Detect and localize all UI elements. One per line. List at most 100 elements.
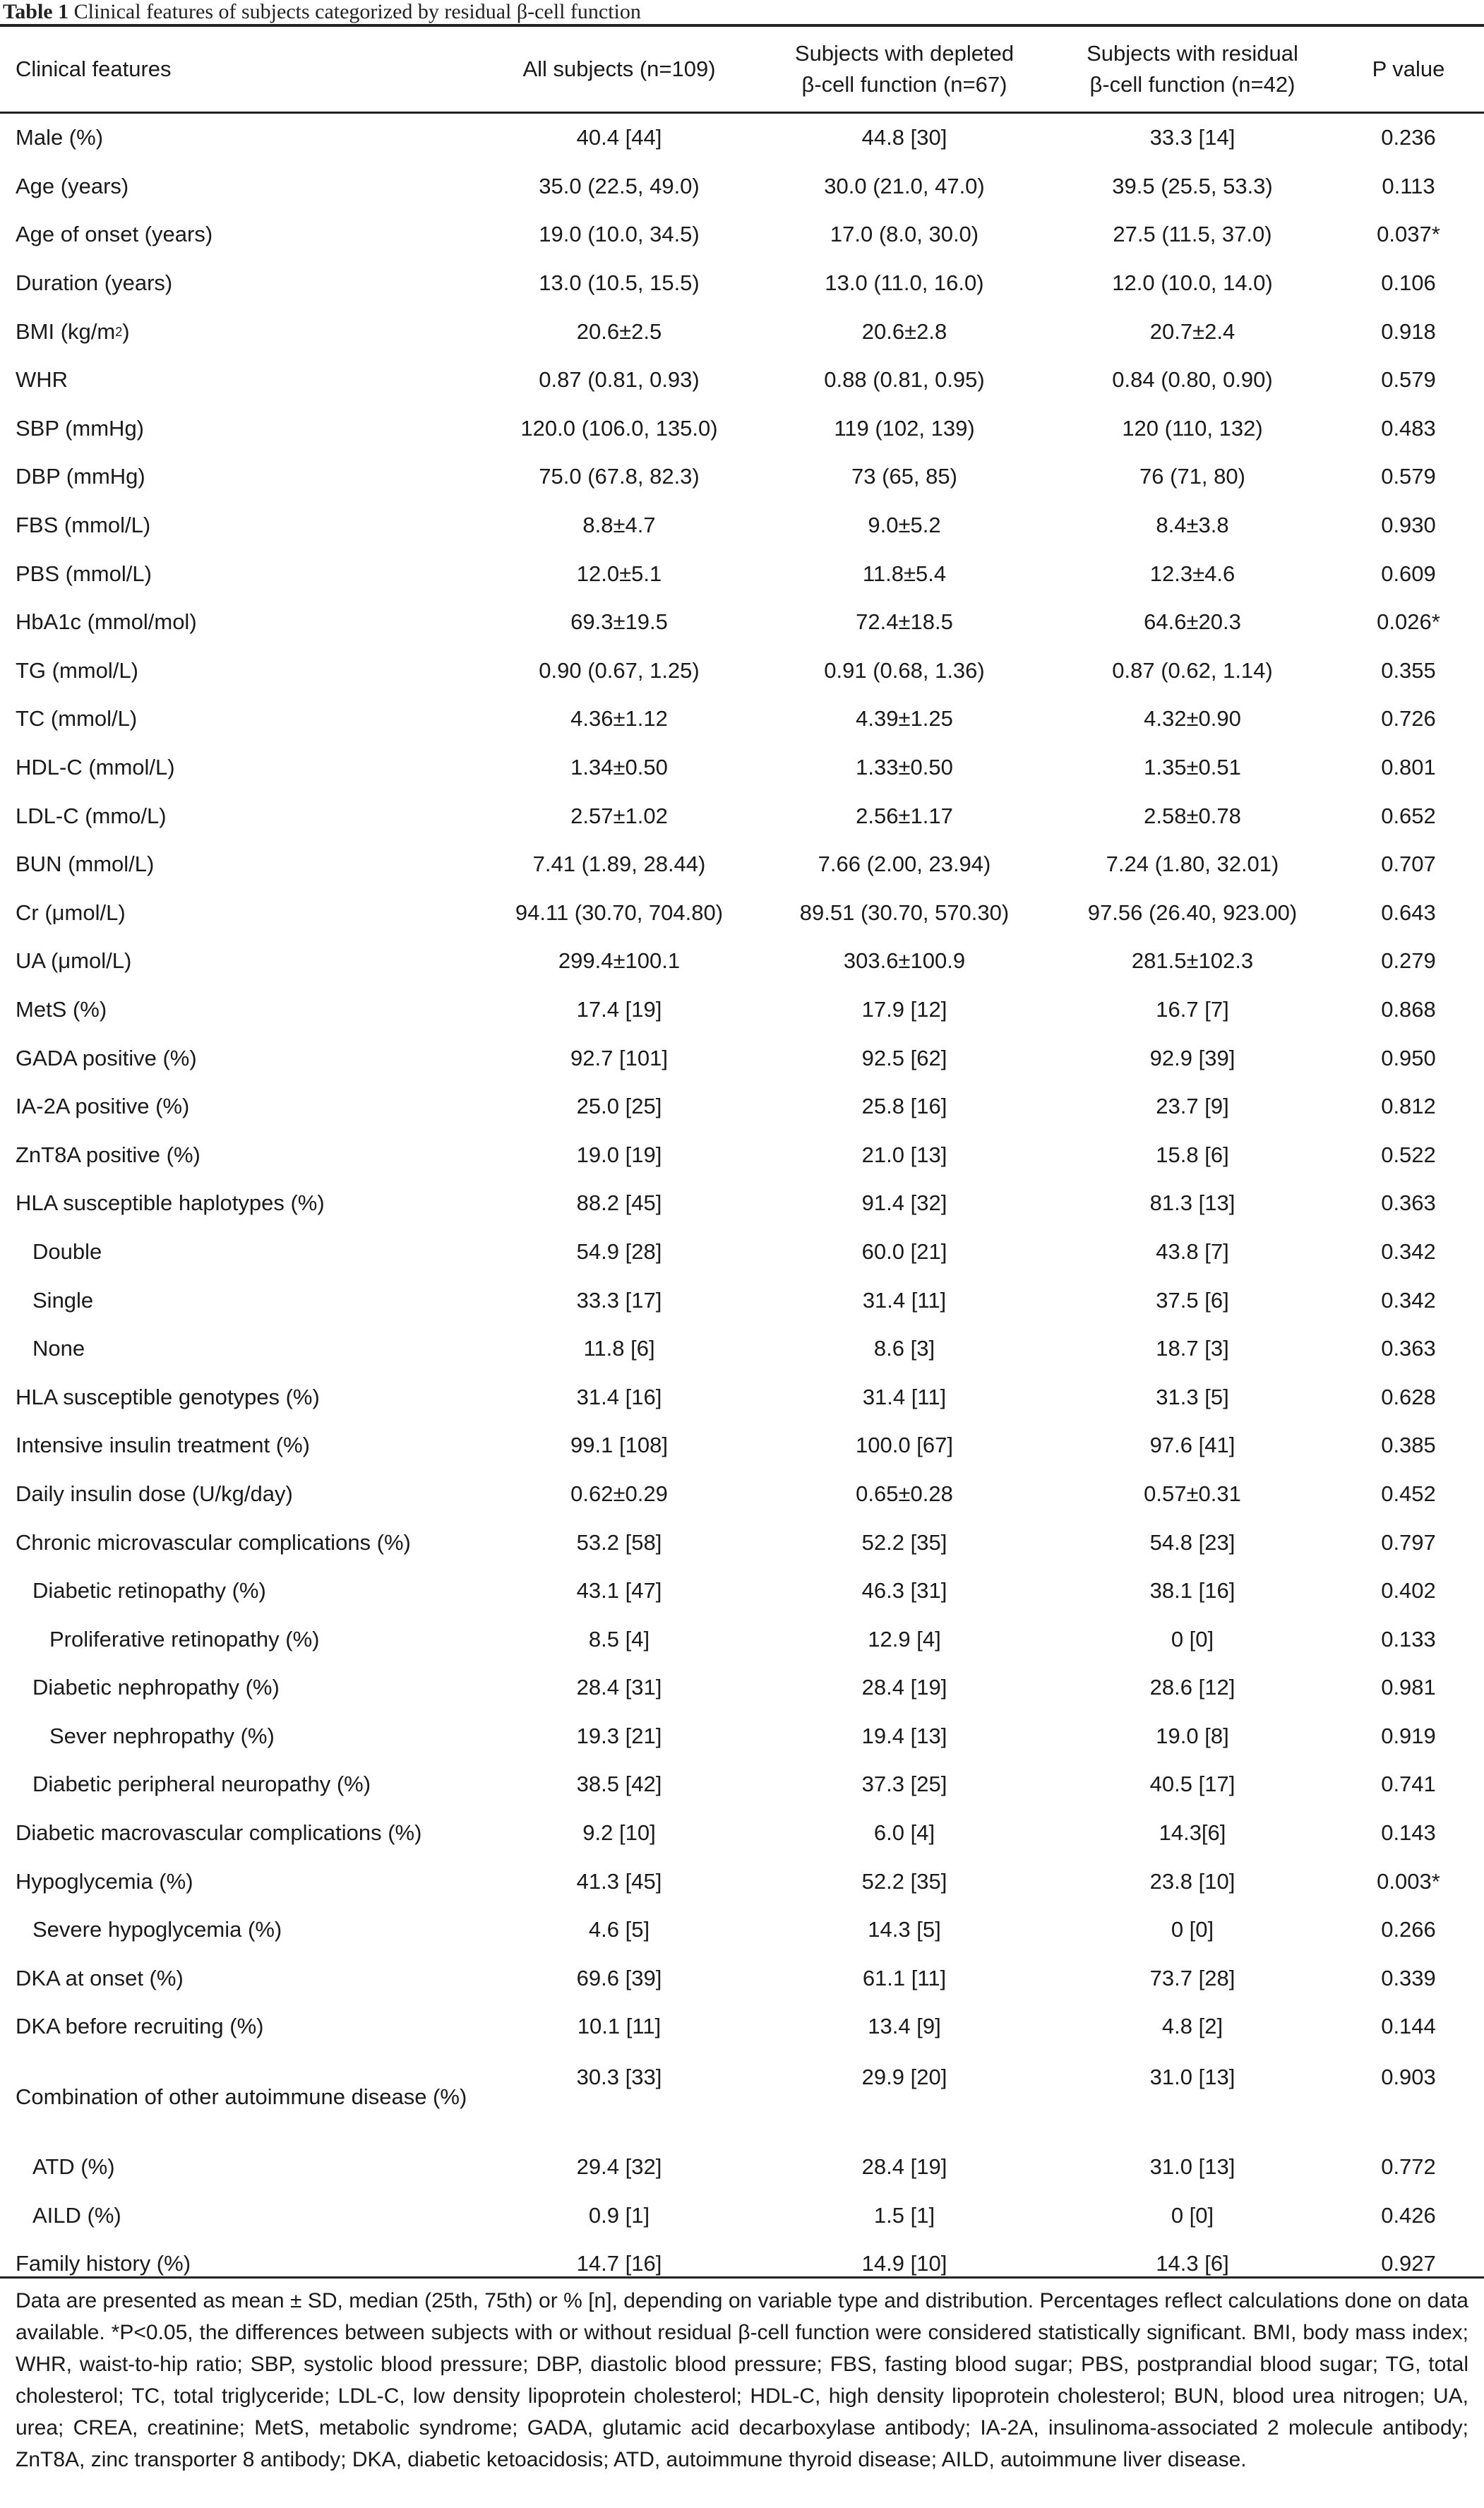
header-depleted-line1: Subjects with depleted bbox=[794, 41, 1015, 66]
row-label-text: HDL-C (mmol/L) bbox=[16, 755, 175, 780]
cell-depleted: 2.56±1.17 bbox=[856, 803, 953, 828]
table-row: DKA before recruiting (%) 10.1 [11] 13.4 [… bbox=[0, 2002, 1484, 2051]
cell-depleted: 17.9 [12] bbox=[861, 996, 947, 1022]
row-label: Duration (years) bbox=[16, 259, 467, 308]
cell-residual: 0.84 (0.80, 0.90) bbox=[1112, 367, 1273, 393]
cell-p-value: 0.643 bbox=[1381, 900, 1436, 925]
cell-residual: 43.8 [7] bbox=[1156, 1238, 1229, 1264]
cell-p-value: 0.579 bbox=[1381, 367, 1436, 393]
table-row: DBP (mmHg) 75.0 (67.8, 82.3) 73 (65, 85) 76… bbox=[0, 453, 1484, 501]
cell-p-value: 0.106 bbox=[1381, 270, 1436, 296]
row-label-text: UA (μmol/L) bbox=[16, 948, 132, 974]
row-label-text: LDL-C (mmo/L) bbox=[16, 803, 167, 828]
cell-depleted: 14.3 [5] bbox=[868, 1917, 941, 1942]
row-label: Hypoglycemia (%) bbox=[16, 1857, 467, 1906]
cell-all-subjects: 8.5 [4] bbox=[588, 1626, 650, 1652]
row-label: Proliferative retinopathy (%) bbox=[49, 1615, 501, 1664]
cell-p-value: 0.919 bbox=[1381, 1723, 1436, 1748]
cell-residual: 0 [0] bbox=[1171, 1917, 1214, 1942]
cell-p-value: 0.342 bbox=[1381, 1287, 1436, 1313]
row-label-text: MetS (%) bbox=[16, 996, 107, 1022]
row-label: Diabetic nephropathy (%) bbox=[32, 1664, 484, 1712]
header-depleted-line2: β-cell function (n=67) bbox=[801, 72, 1007, 97]
cell-p-value: 0.355 bbox=[1381, 657, 1436, 683]
cell-residual: 73.7 [28] bbox=[1149, 1965, 1235, 1990]
cell-p-value: 0.801 bbox=[1381, 755, 1436, 780]
table-row: Hypoglycemia (%) 41.3 [45] 52.2 [35] 23.8 [… bbox=[0, 1857, 1484, 1906]
cell-p-value: 0.981 bbox=[1381, 1675, 1436, 1700]
row-label: BMI (kg/m 2) bbox=[16, 318, 130, 344]
table-row: Severe hypoglycemia (%) 4.6 [5] 14.3 [5] 0 … bbox=[0, 1906, 1484, 1954]
table-bottom-rule bbox=[0, 2276, 1484, 2279]
table-row: Proliferative retinopathy (%) 8.5 [4] 12.9… bbox=[0, 1615, 1484, 1664]
cell-residual: 1.35±0.51 bbox=[1144, 755, 1241, 780]
cell-all-subjects: 94.11 (30.70, 704.80) bbox=[515, 900, 724, 925]
table-row: HLA susceptible genotypes (%) 31.4 [16] 31… bbox=[0, 1373, 1484, 1421]
cell-residual: 14.3[6] bbox=[1159, 1820, 1226, 1846]
cell-residual: 23.7 [9] bbox=[1156, 1094, 1229, 1119]
cell-residual: 8.4±3.8 bbox=[1156, 513, 1229, 538]
cell-p-value: 0.812 bbox=[1381, 1094, 1436, 1119]
cell-all-subjects: 0.87 (0.81, 0.93) bbox=[539, 367, 700, 393]
cell-p-value: 0.133 bbox=[1381, 1626, 1436, 1652]
cell-depleted: 46.3 [31] bbox=[861, 1578, 947, 1604]
cell-depleted: 31.4 [11] bbox=[862, 1287, 947, 1313]
row-label: TG (mmol/L) bbox=[16, 647, 467, 695]
cell-all-subjects: 12.0±5.1 bbox=[576, 561, 662, 586]
row-label: None bbox=[32, 1325, 484, 1373]
cell-residual: 16.7 [7] bbox=[1156, 996, 1229, 1022]
cell-depleted: 100.0 [67] bbox=[856, 1433, 953, 1458]
row-label-text: Severe hypoglycemia (%) bbox=[32, 1917, 282, 1942]
cell-depleted: 25.8 [16] bbox=[861, 1094, 947, 1119]
table-row: Diabetic macrovascular complications (%)… bbox=[0, 1809, 1484, 1858]
table-row: MetS (%) 17.4 [19] 17.9 [12] 16.7 [7] 0.868 bbox=[0, 986, 1484, 1034]
row-label: Diabetic retinopathy (%) bbox=[32, 1567, 484, 1616]
row-label-text: FBS (mmol/L) bbox=[16, 513, 151, 538]
cell-p-value: 0.483 bbox=[1381, 415, 1436, 441]
table-row: FBS (mmol/L) 8.8±4.7 9.0±5.2 8.4±3.8 0.930 bbox=[0, 501, 1484, 550]
table-caption: Table 1 Clinical features of subjects ca… bbox=[3, 1, 641, 23]
cell-depleted: 14.9 [10] bbox=[861, 2251, 947, 2276]
cell-depleted: 11.8±5.4 bbox=[862, 561, 947, 586]
table-row: Single 33.3 [17] 31.4 [11] 37.5 [6] 0.342 bbox=[0, 1276, 1484, 1325]
cell-residual: 14.3 [6] bbox=[1156, 2251, 1229, 2276]
cell-all-subjects: 14.7 [16] bbox=[576, 2251, 662, 2276]
cell-depleted: 19.4 [13] bbox=[861, 1723, 947, 1748]
table-row: Age (years) 35.0 (22.5, 49.0) 30.0 (21.0, … bbox=[0, 162, 1484, 211]
cell-p-value: 0.652 bbox=[1381, 803, 1436, 828]
row-label-text: HLA susceptible genotypes (%) bbox=[16, 1384, 320, 1409]
row-label: Family history (%) bbox=[16, 2240, 467, 2288]
cell-depleted: 303.6±100.9 bbox=[843, 948, 966, 974]
cell-residual: 31.3 [5] bbox=[1156, 1384, 1229, 1409]
row-label: BUN (mmol/L) bbox=[16, 840, 467, 889]
cell-depleted: 12.9 [4] bbox=[868, 1626, 941, 1652]
row-label: MetS (%) bbox=[16, 986, 467, 1034]
table-row: BUN (mmol/L) 7.41 (1.89, 28.44) 7.66 (2.00… bbox=[0, 840, 1484, 889]
row-label: Daily insulin dose (U/kg/day) bbox=[16, 1470, 467, 1519]
row-label-text: Age (years) bbox=[16, 173, 129, 198]
cell-all-subjects: 28.4 [31] bbox=[576, 1675, 662, 1700]
cell-residual: 97.6 [41] bbox=[1149, 1433, 1235, 1458]
row-label: HLA susceptible haplotypes (%) bbox=[16, 1179, 467, 1228]
table-row: GADA positive (%) 92.7 [101] 92.5 [62] 92.9… bbox=[0, 1034, 1484, 1082]
cell-p-value: 0.342 bbox=[1381, 1238, 1436, 1264]
table-header-rule bbox=[0, 112, 1484, 114]
table-row: HbA1c (mmol/mol) 69.3±19.5 72.4±18.5 64.6±2… bbox=[0, 598, 1484, 647]
cell-residual: 0.87 (0.62, 1.14) bbox=[1112, 657, 1273, 683]
cell-residual: 38.1 [16] bbox=[1149, 1578, 1235, 1604]
row-label: Cr (μmol/L) bbox=[16, 889, 467, 938]
row-label: ATD (%) bbox=[32, 2143, 484, 2192]
cell-all-subjects: 99.1 [108] bbox=[570, 1433, 668, 1458]
row-label-text: TG (mmol/L) bbox=[16, 657, 138, 683]
row-label-text: WHR bbox=[16, 367, 68, 393]
cell-residual: 92.9 [39] bbox=[1149, 1045, 1235, 1070]
row-label: SBP (mmHg) bbox=[16, 405, 467, 453]
cell-residual: 4.8 [2] bbox=[1161, 2014, 1223, 2039]
cell-depleted: 6.0 [4] bbox=[873, 1820, 935, 1846]
header-residual-line2: β-cell function (n=42) bbox=[1089, 72, 1295, 97]
cell-residual: 12.0 (10.0, 14.0) bbox=[1112, 270, 1273, 296]
row-label-text: BMI (kg/m bbox=[16, 318, 116, 344]
row-label-text: Hypoglycemia (%) bbox=[16, 1868, 193, 1894]
cell-residual: 27.5 (11.5, 37.0) bbox=[1113, 222, 1272, 247]
